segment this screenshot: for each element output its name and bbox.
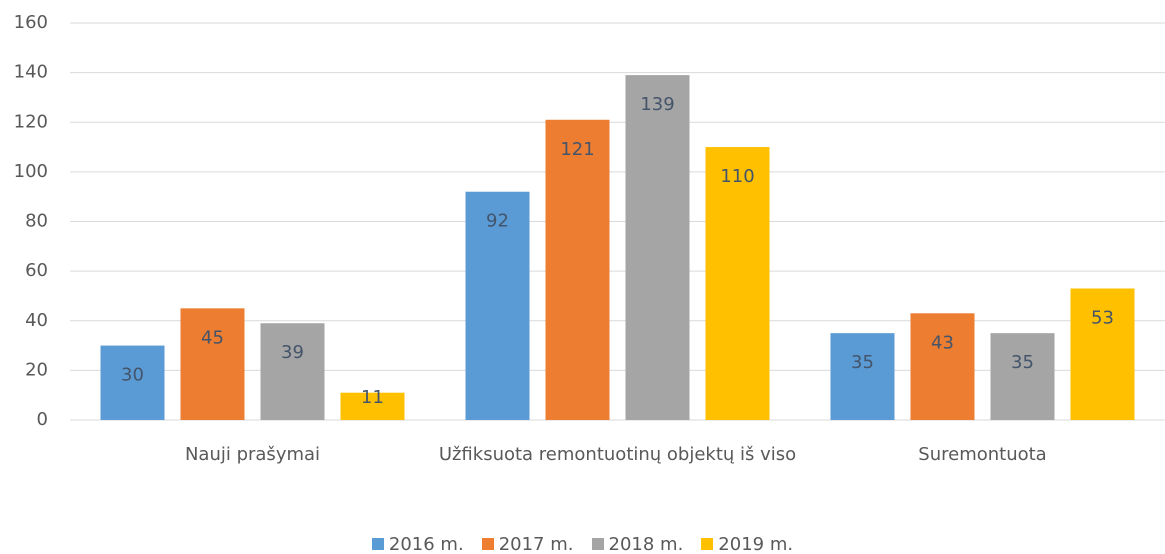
x-tick-label: Nauji prašymai — [184, 444, 321, 465]
bar — [830, 333, 895, 420]
legend-label: 2016 m. — [388, 534, 464, 554]
bar — [625, 75, 690, 420]
legend-item: 2017 m. — [481, 534, 574, 554]
x-tick-label: Suremontuota — [918, 444, 1047, 465]
data-label: 39 — [281, 342, 304, 363]
legend: 2016 m. 2017 m. 2018 m. 2019 m. — [0, 534, 1165, 554]
y-tick-label: 160 — [14, 12, 48, 33]
bar — [340, 392, 405, 420]
y-tick-label: 80 — [25, 211, 48, 232]
data-label: 121 — [560, 139, 594, 160]
y-tick-label: 100 — [14, 161, 48, 182]
data-label: 53 — [1091, 307, 1114, 328]
legend-swatch — [591, 538, 604, 550]
y-tick-label: 140 — [14, 62, 48, 83]
bar — [260, 323, 325, 420]
bar — [100, 345, 165, 420]
data-label: 30 — [121, 365, 144, 386]
legend-swatch — [371, 538, 384, 550]
y-tick-label: 120 — [14, 111, 48, 132]
x-tick-label: Užfiksuota remontuotinų objektų iš viso — [438, 444, 797, 465]
legend-item: 2018 m. — [591, 534, 684, 554]
bar — [465, 191, 530, 420]
bar — [910, 313, 975, 420]
y-tick-label: 20 — [25, 359, 48, 380]
legend-label: 2017 m. — [498, 534, 574, 554]
legend-label: 2018 m. — [608, 534, 684, 554]
y-tick-label: 0 — [37, 409, 48, 430]
y-tick-label: 40 — [25, 310, 48, 331]
data-label: 45 — [201, 327, 224, 348]
data-label: 92 — [486, 211, 509, 232]
bar — [990, 333, 1055, 420]
data-label: 110 — [720, 166, 754, 187]
y-tick-label: 60 — [25, 260, 48, 281]
legend-item: 2019 m. — [701, 534, 793, 554]
legend-label: 2019 m. — [718, 534, 794, 554]
data-label: 139 — [640, 94, 674, 115]
legend-swatch — [701, 538, 714, 550]
data-label: 35 — [851, 352, 874, 373]
bar — [180, 308, 245, 420]
legend-swatch — [481, 538, 494, 550]
data-label: 43 — [931, 332, 954, 353]
data-label: 35 — [1011, 352, 1034, 373]
legend-item: 2016 m. — [371, 534, 464, 554]
bar — [1070, 288, 1135, 420]
data-label: 11 — [361, 387, 384, 408]
bar — [705, 147, 770, 420]
bar — [545, 119, 610, 421]
